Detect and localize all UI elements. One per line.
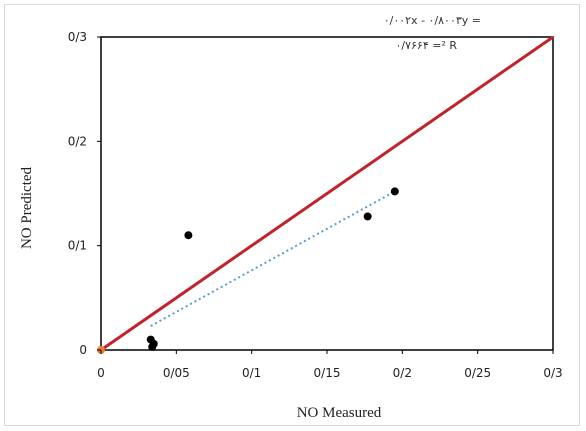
plot-area xyxy=(97,35,554,354)
data-point xyxy=(184,231,193,240)
x-tick-label: 0/2 xyxy=(393,366,412,380)
y-tick-label: 0/2 xyxy=(68,134,87,148)
chart-frame: 0 0/05 0/1 0/15 0/2 0/25 0/3 0 0/1 0/2 0/3 NO Mea… xyxy=(4,4,580,426)
y-tick-label: 0/1 xyxy=(68,239,87,253)
y-axis-title: NO Predicted xyxy=(19,166,35,249)
data-point xyxy=(148,342,157,351)
scatter-chart: 0 0/05 0/1 0/15 0/2 0/25 0/3 0 0/1 0/2 0/3 NO Mea… xyxy=(19,14,563,421)
x-tick-label: 0/3 xyxy=(543,366,562,380)
data-point xyxy=(390,187,399,196)
y-axis-ticks: 0 0/1 0/2 0/3 xyxy=(68,30,101,357)
regression-equation: ۰/۰۰۲x - ۰/۸۰۰۳y = xyxy=(384,14,481,27)
x-tick-label: 0/25 xyxy=(464,366,491,380)
x-axis-ticks: 0 0/05 0/1 0/15 0/2 0/25 0/3 xyxy=(97,350,563,380)
x-tick-label: 0 xyxy=(97,366,105,380)
y-tick-label: 0 xyxy=(79,343,87,357)
x-tick-label: 0/15 xyxy=(314,366,341,380)
reference-line xyxy=(100,35,554,352)
y-tick-label: 0/3 xyxy=(68,30,87,44)
r-squared-label: ۰/۷۶۶۴ =² R xyxy=(395,39,457,52)
x-tick-label: 0/05 xyxy=(163,366,190,380)
x-tick-label: 0/1 xyxy=(242,366,261,380)
data-point xyxy=(363,212,372,221)
x-axis-title: NO Measured xyxy=(297,405,382,421)
trendline xyxy=(150,190,396,327)
